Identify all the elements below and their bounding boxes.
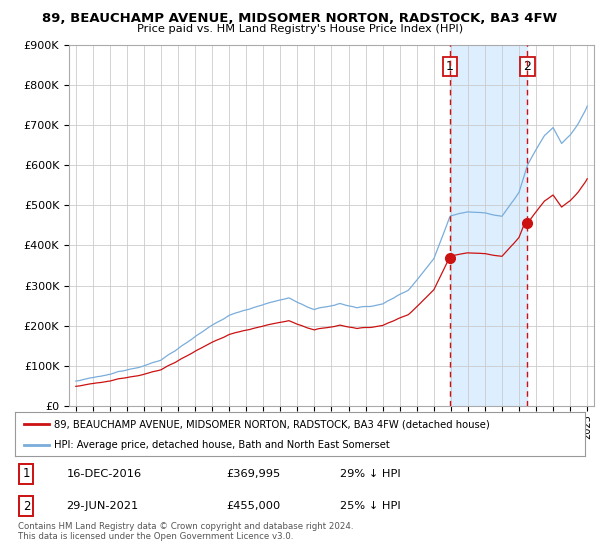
Text: Contains HM Land Registry data © Crown copyright and database right 2024.
This d: Contains HM Land Registry data © Crown c… (18, 522, 353, 542)
Text: 1: 1 (23, 468, 30, 480)
Text: 89, BEAUCHAMP AVENUE, MIDSOMER NORTON, RADSTOCK, BA3 4FW (detached house): 89, BEAUCHAMP AVENUE, MIDSOMER NORTON, R… (54, 419, 490, 429)
Bar (450, 45, 527, 406)
Text: 25% ↓ HPI: 25% ↓ HPI (340, 501, 401, 511)
Text: Price paid vs. HM Land Registry's House Price Index (HPI): Price paid vs. HM Land Registry's House … (137, 24, 463, 34)
Text: £455,000: £455,000 (226, 501, 280, 511)
Text: 1: 1 (446, 60, 454, 73)
Text: 16-DEC-2016: 16-DEC-2016 (66, 469, 142, 479)
Text: 2: 2 (524, 60, 532, 73)
Text: HPI: Average price, detached house, Bath and North East Somerset: HPI: Average price, detached house, Bath… (54, 440, 389, 450)
Text: 29% ↓ HPI: 29% ↓ HPI (340, 469, 401, 479)
Text: 89, BEAUCHAMP AVENUE, MIDSOMER NORTON, RADSTOCK, BA3 4FW: 89, BEAUCHAMP AVENUE, MIDSOMER NORTON, R… (43, 12, 557, 25)
Text: 2: 2 (23, 500, 30, 513)
Text: 29-JUN-2021: 29-JUN-2021 (66, 501, 139, 511)
Text: £369,995: £369,995 (226, 469, 280, 479)
